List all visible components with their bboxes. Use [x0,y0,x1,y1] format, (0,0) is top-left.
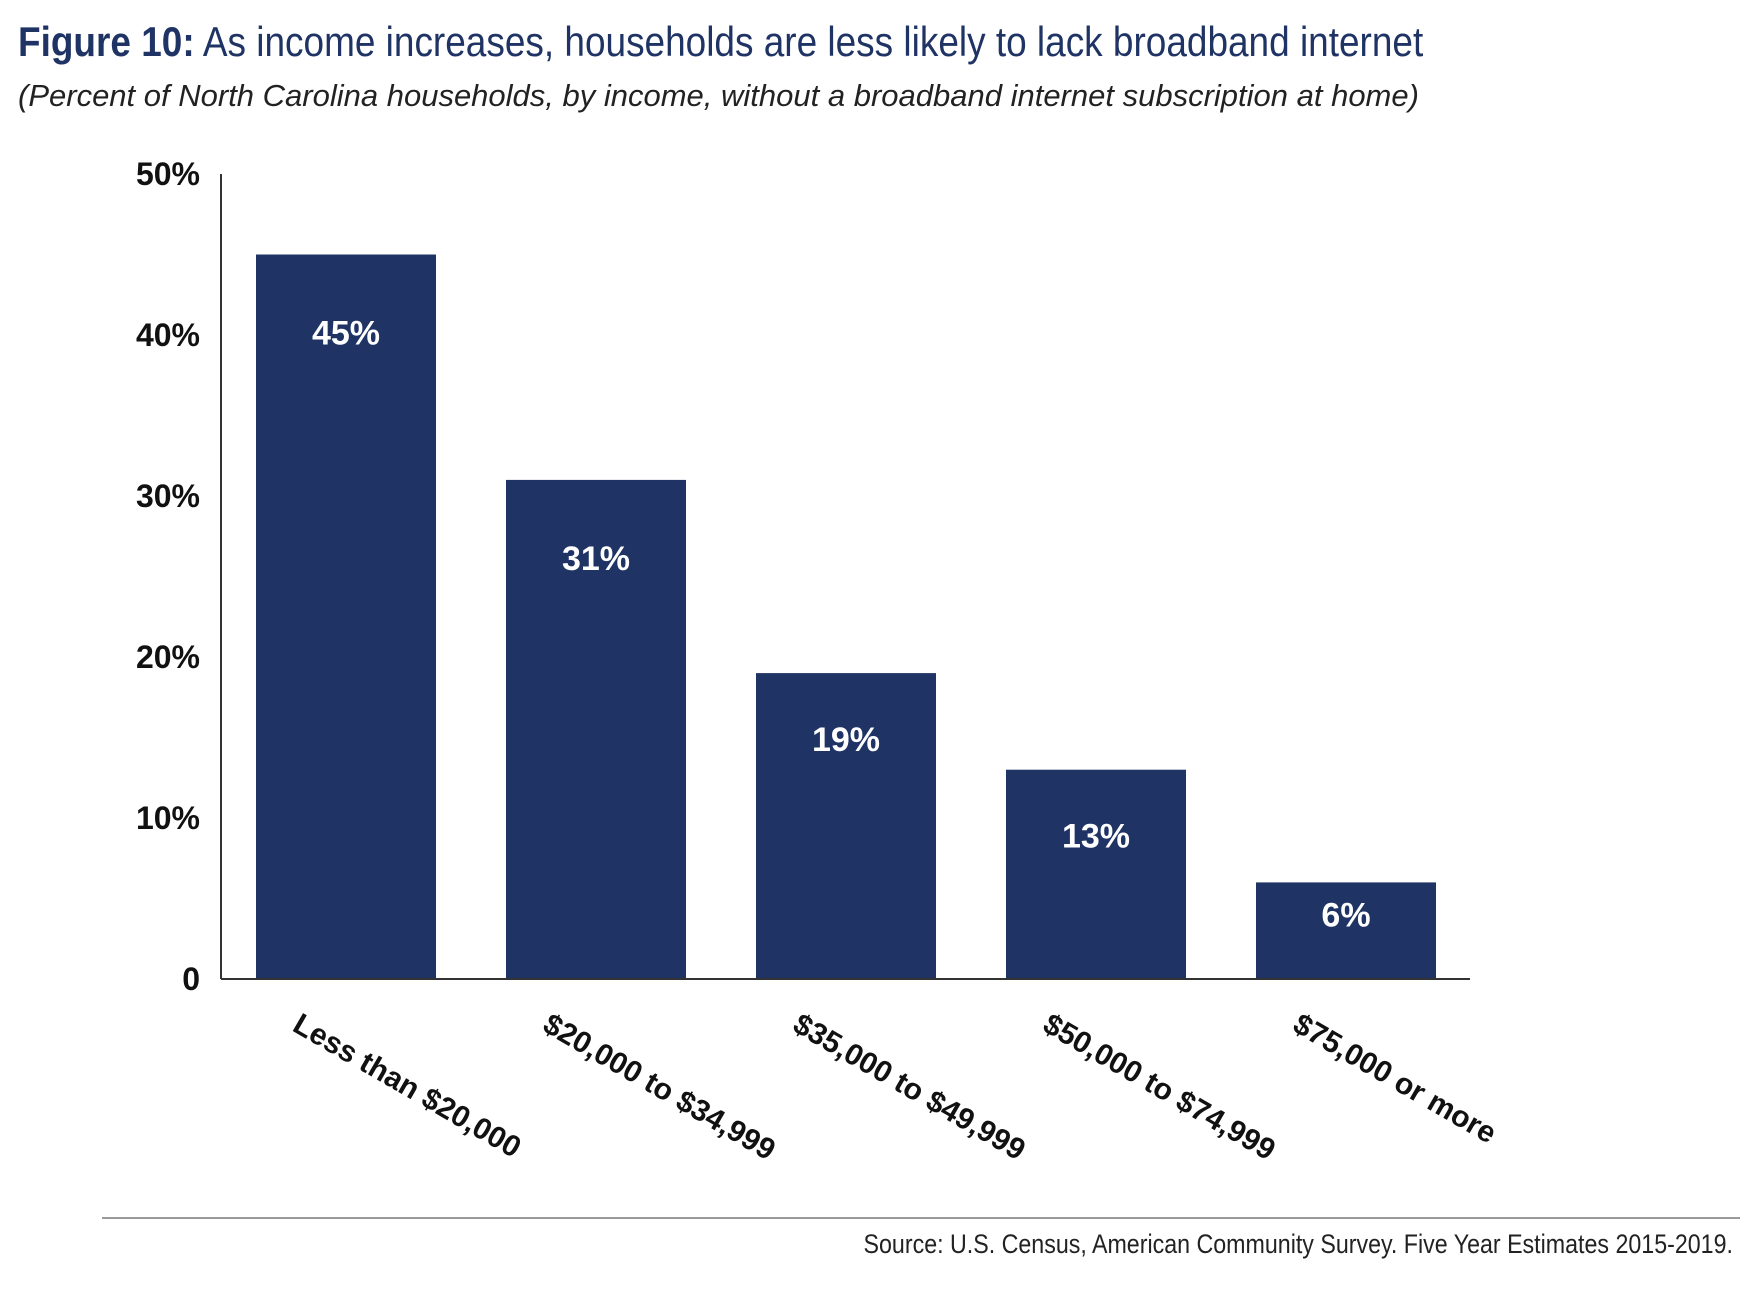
bar [506,479,686,979]
x-tick-label: $20,000 to $34,999 [538,1007,781,1167]
data-label: 45% [312,315,380,353]
source-note: Source: U.S. Census, American Community … [863,1229,1733,1259]
chart-title: Figure 10: As income increases, househol… [18,14,1423,70]
y-tick-label: 40% [136,317,200,353]
y-tick-label: 10% [136,800,200,836]
y-tick-label: 20% [136,639,200,675]
source-divider [102,1217,1740,1219]
bar [756,673,936,979]
data-label: 31% [562,540,630,578]
data-label: 19% [812,721,880,759]
bar [1256,882,1436,979]
y-tick-label: 50% [136,156,200,192]
chart-subtitle: (Percent of North Carolina households, b… [18,78,1419,113]
y-tick-label: 30% [136,478,200,514]
x-tick-label: $50,000 to $74,999 [1038,1007,1281,1167]
y-tick-label: 0 [182,961,200,997]
data-label: 6% [1321,896,1370,934]
x-tick-label: $75,000 or more [1288,1007,1502,1150]
data-label: 13% [1062,818,1130,856]
bar [1006,769,1186,979]
title-text: As income increases, households are less… [202,18,1424,65]
bar [256,254,436,979]
x-tick-label: Less than $20,000 [288,1007,527,1164]
x-tick-label: $35,000 to $49,999 [788,1007,1031,1167]
figure-label: Figure 10: [18,18,195,65]
